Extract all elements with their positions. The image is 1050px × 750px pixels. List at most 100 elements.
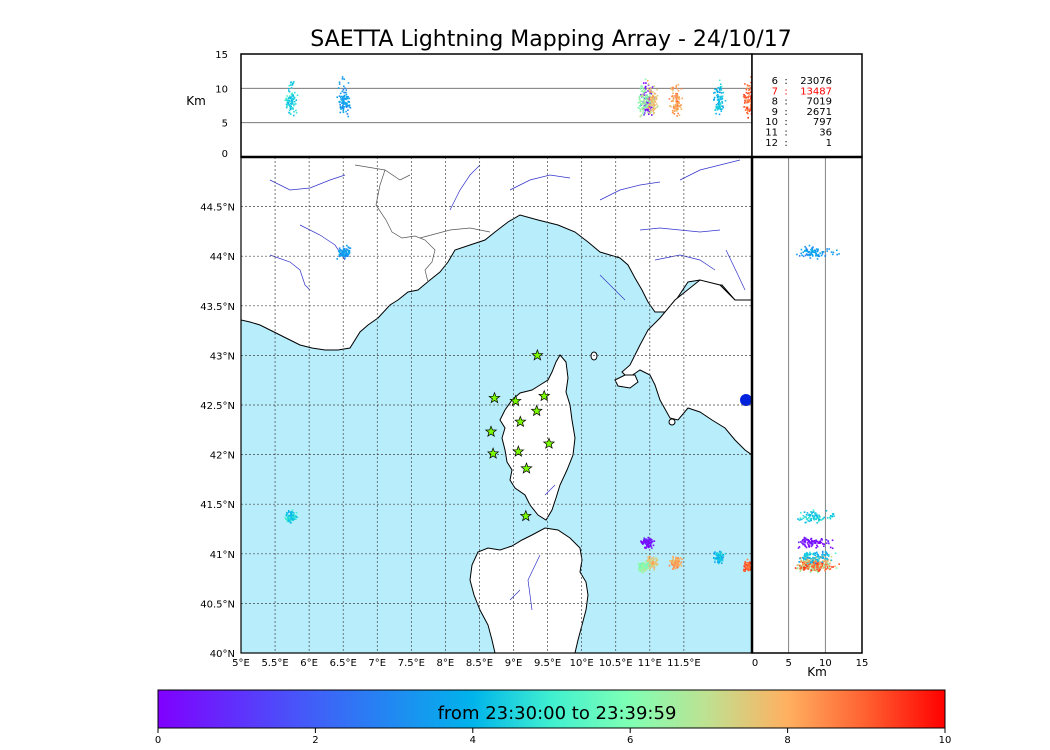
lightning-point — [653, 540, 656, 542]
lightning-point — [826, 250, 829, 252]
lightning-point — [802, 538, 804, 541]
lightning-point — [814, 566, 817, 568]
lightning-point — [646, 545, 649, 548]
borders — [354, 164, 491, 283]
lightning-point — [716, 105, 719, 108]
lightning-point — [284, 516, 287, 519]
lightning-point — [715, 552, 718, 554]
count-label: 7 — [772, 86, 778, 97]
lightning-point — [345, 89, 348, 91]
lightning-point — [719, 98, 721, 101]
lightning-point — [815, 518, 818, 521]
lightning-point — [640, 571, 643, 574]
lightning-point — [674, 109, 676, 112]
lightning-point — [814, 563, 817, 566]
lightning-point — [649, 561, 651, 564]
corsica-island — [499, 354, 576, 521]
lightning-point — [346, 102, 348, 105]
lightning-point — [650, 542, 653, 544]
lightning-point — [654, 98, 657, 100]
lightning-point — [656, 563, 659, 565]
lightning-point — [807, 562, 809, 565]
lightning-point — [286, 520, 288, 523]
lightning-point — [714, 91, 716, 94]
lightning-point — [344, 103, 346, 105]
lightning-point — [824, 554, 827, 557]
lightning-point — [649, 542, 652, 544]
lightning-point — [668, 560, 671, 562]
lightning-point — [827, 540, 830, 543]
lightning-point — [641, 94, 643, 96]
lat-tick-label: 41°N — [210, 550, 235, 561]
lightning-cluster — [640, 536, 656, 550]
lightning-point — [810, 545, 813, 548]
lightning-point — [802, 558, 805, 561]
lightning-point — [825, 561, 828, 564]
lightning-point — [742, 570, 745, 572]
lightning-point — [292, 114, 295, 117]
lightning-point — [675, 96, 677, 99]
lightning-point — [811, 557, 814, 560]
lightning-point — [293, 514, 296, 517]
lightning-point — [291, 519, 294, 521]
station-markers — [484, 348, 556, 522]
lightning-point — [291, 83, 294, 86]
lightning-point — [748, 99, 751, 101]
lightning-point — [746, 568, 749, 570]
lightning-point — [654, 107, 657, 110]
lightning-point — [819, 518, 821, 521]
lightning-point — [745, 108, 748, 111]
lightning-point — [644, 539, 647, 542]
lightning-point — [719, 556, 721, 559]
lightning-point — [675, 100, 678, 103]
lightning-point — [288, 517, 291, 519]
lightning-cluster — [668, 555, 683, 570]
lightning-point — [802, 517, 805, 520]
lightning-point — [824, 568, 827, 570]
lightning-point — [648, 540, 651, 542]
lightning-point — [286, 100, 289, 102]
lightning-point — [290, 103, 293, 105]
lightning-point — [746, 100, 749, 103]
lightning-point — [718, 103, 720, 105]
lightning-point — [799, 541, 802, 543]
lightning-point — [643, 114, 645, 116]
lightning-point — [343, 97, 346, 100]
lightning-point — [803, 566, 805, 569]
colorbar: from 23:30:00 to 23:39:59 0 2 4 6 8 10 — [155, 689, 951, 746]
lightning-point — [290, 98, 293, 101]
lightning-point — [797, 547, 800, 549]
lightning-point — [286, 101, 289, 104]
lightning-point — [799, 511, 802, 514]
lightning-point — [647, 90, 649, 92]
lightning-point — [718, 107, 720, 109]
lightning-point — [640, 541, 643, 543]
lightning-point — [836, 253, 838, 256]
lightning-point — [750, 96, 752, 99]
lightning-point — [814, 567, 817, 569]
lightning-point — [743, 102, 746, 104]
lightning-point — [808, 545, 810, 548]
lightning-point — [651, 561, 654, 563]
lightning-point — [651, 96, 654, 99]
lightning-point — [824, 557, 827, 560]
lightning-point — [817, 559, 820, 562]
lightning-point — [673, 566, 675, 569]
lightning-point — [676, 558, 678, 561]
lightning-point — [289, 511, 292, 513]
lightning-point — [339, 105, 342, 108]
lightning-point — [637, 106, 639, 109]
lightning-point — [639, 570, 641, 572]
lightning-point — [290, 515, 292, 518]
lightning-point — [717, 98, 720, 101]
lightning-point — [671, 109, 674, 112]
lightning-point — [680, 108, 683, 111]
lightning-point — [803, 569, 805, 571]
lightning-point — [748, 89, 750, 91]
lightning-point — [718, 552, 721, 555]
lightning-point — [345, 110, 347, 113]
lightning-point — [813, 562, 815, 565]
lightning-point — [826, 552, 828, 555]
lightning-point — [820, 555, 823, 558]
lightning-point — [674, 558, 677, 561]
